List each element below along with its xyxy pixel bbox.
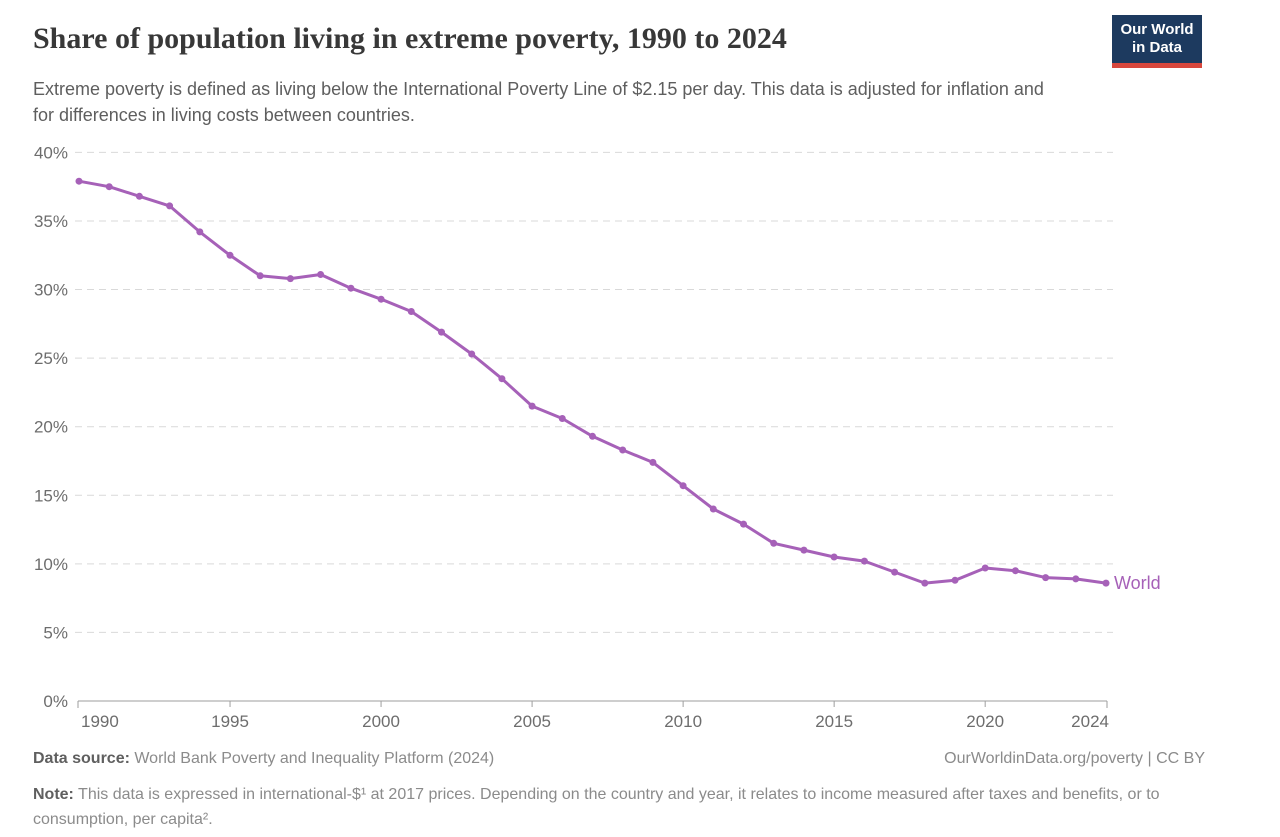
data-point-1995[interactable]	[226, 251, 234, 259]
x-tick-label-2020: 2020	[966, 712, 1004, 731]
data-point-2005[interactable]	[528, 402, 536, 410]
data-point-2020[interactable]	[981, 564, 989, 572]
chart-canvas[interactable]: 0% 5% 10% 15% 20% 25% 30% 35% 40% 1990 1995 2000 200…	[0, 0, 1280, 740]
data-point-2015[interactable]	[830, 553, 838, 561]
y-tick-label-25%: 25%	[34, 349, 68, 368]
page-title: Share of population living in extreme po…	[33, 22, 787, 55]
chart-subtitle: Extreme poverty is defined as living bel…	[33, 79, 1044, 125]
poverty-line-chart[interactable]: 0% 5% 10% 15% 20% 25% 30% 35% 40% 1990 1995 2000 200…	[0, 0, 1280, 740]
series-end-label-world[interactable]: World	[1114, 573, 1161, 593]
data-point-2023[interactable]	[1072, 575, 1080, 583]
data-point-1993[interactable]	[166, 202, 174, 210]
x-tick-label-2010: 2010	[664, 712, 702, 731]
data-point-2010[interactable]	[679, 482, 687, 490]
data-point-1996[interactable]	[256, 272, 264, 280]
footer-sources-row: Data source: World Bank Poverty and Ineq…	[33, 750, 1205, 768]
x-tick-label-2024: 2024	[1071, 712, 1109, 731]
x-tick-label-2000: 2000	[362, 712, 400, 731]
data-point-2014[interactable]	[800, 546, 808, 554]
footer-note: Note: This data is expressed in internat…	[33, 782, 1193, 832]
y-tick-label-15%: 15%	[34, 486, 68, 505]
data-point-2021[interactable]	[1011, 567, 1019, 575]
note-label: Note:	[33, 786, 74, 803]
attribution-link[interactable]: OurWorldinData.org/poverty | CC BY	[944, 750, 1205, 767]
data-point-1998[interactable]	[317, 271, 325, 278]
data-point-2001[interactable]	[407, 308, 415, 315]
data-point-2012[interactable]	[740, 520, 747, 528]
data-point-2022[interactable]	[1042, 574, 1050, 582]
data-point-2000[interactable]	[377, 295, 385, 303]
y-tick-label-40%: 40%	[34, 143, 68, 162]
x-tick-label-1990: 1990	[81, 712, 119, 731]
data-source-value: World Bank Poverty and Inequality Platfo…	[129, 750, 495, 767]
data-point-2006[interactable]	[558, 415, 566, 422]
data-point-1997[interactable]	[286, 275, 294, 283]
owid-logo[interactable]: Our World in Data	[1112, 15, 1202, 63]
data-point-2004[interactable]	[498, 375, 506, 383]
x-tick-label-2005: 2005	[513, 712, 551, 731]
data-point-2003[interactable]	[468, 350, 476, 358]
y-tick-label-10%: 10%	[34, 555, 68, 574]
x-tick-label-1995: 1995	[211, 712, 249, 731]
data-source-label: Data source:	[33, 750, 130, 767]
data-point-2019[interactable]	[951, 576, 959, 584]
data-point-2024[interactable]	[1102, 579, 1110, 587]
note-text: This data is expressed in international-…	[33, 786, 1160, 828]
y-tick-label-30%: 30%	[34, 281, 68, 300]
data-point-1992[interactable]	[135, 192, 143, 200]
data-point-2013[interactable]	[770, 539, 778, 547]
y-tick-label-0%: 0%	[43, 692, 68, 711]
world-line-series[interactable]	[77, 179, 1108, 585]
data-point-2007[interactable]	[589, 432, 596, 440]
x-tick-label-2015: 2015	[815, 712, 853, 731]
data-point-2016[interactable]	[860, 557, 868, 565]
data-point-2008[interactable]	[619, 446, 627, 454]
owid-logo-line2: in Data	[1131, 39, 1182, 56]
data-point-1991[interactable]	[105, 183, 113, 191]
data-point-1994[interactable]	[196, 228, 204, 236]
owid-logo-line1: Our World	[1120, 21, 1194, 38]
data-point-2018[interactable]	[921, 579, 929, 587]
data-point-1990[interactable]	[75, 177, 83, 185]
data-point-2009[interactable]	[649, 458, 657, 466]
y-tick-label-20%: 20%	[34, 418, 68, 437]
data-source-text: Data source: World Bank Poverty and Ineq…	[33, 750, 494, 768]
data-point-2002[interactable]	[438, 328, 445, 336]
data-point-1999[interactable]	[347, 284, 355, 292]
data-point-2017[interactable]	[891, 568, 899, 576]
y-tick-label-35%: 35%	[34, 212, 68, 231]
y-tick-label-5%: 5%	[43, 623, 68, 642]
owid-logo-accent-bar	[1112, 63, 1202, 68]
data-point-2011[interactable]	[709, 505, 717, 513]
